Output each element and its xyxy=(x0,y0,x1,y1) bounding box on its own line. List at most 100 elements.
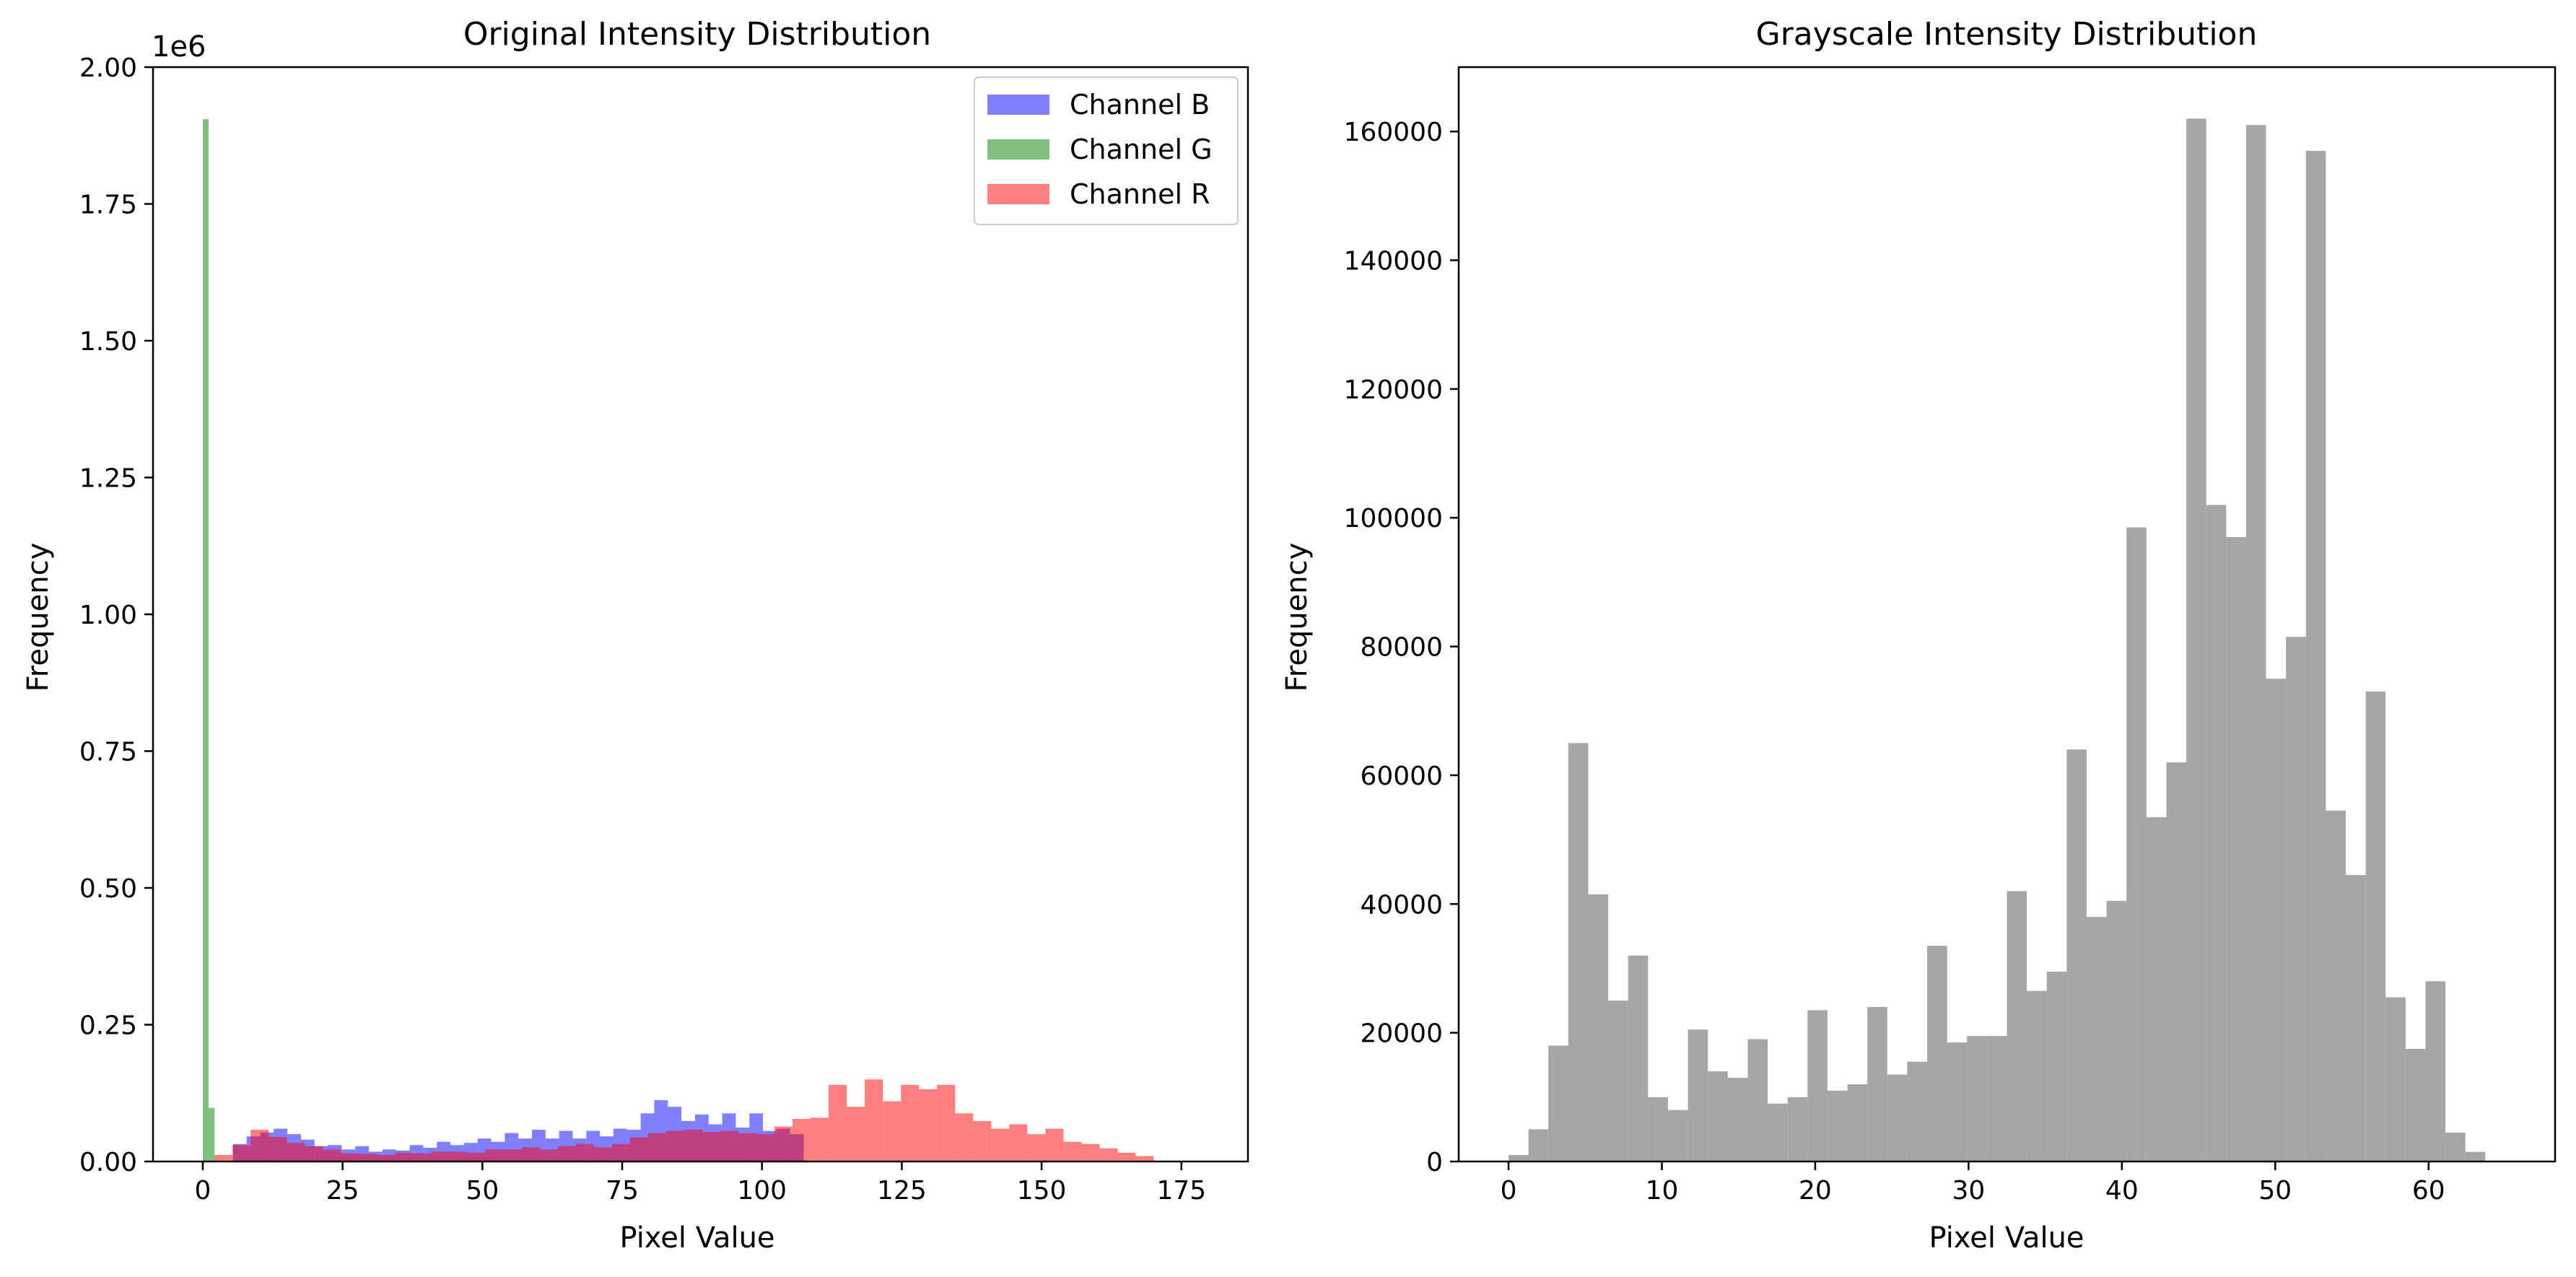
grayscale-bar xyxy=(1887,1074,1908,1161)
channel-g-bar xyxy=(209,1107,215,1161)
grayscale-bar xyxy=(1907,1061,1928,1161)
channel-r-bar xyxy=(305,1146,323,1161)
grayscale-bar xyxy=(1688,1029,1708,1161)
channel-r-bar xyxy=(287,1143,305,1161)
grayscale-bar xyxy=(2066,749,2087,1161)
grayscale-bar xyxy=(2405,1048,2426,1161)
grayscale-bar xyxy=(1528,1129,1549,1161)
original-y-tick-label: 0.00 xyxy=(79,1148,137,1177)
grayscale-chart-title: Grayscale Intensity Distribution xyxy=(1756,16,2258,53)
channel-r-bar xyxy=(359,1154,377,1161)
original-y-tick-label: 0.25 xyxy=(79,1011,137,1041)
grayscale-x-tick-label: 10 xyxy=(1646,1176,1679,1206)
grayscale-bar xyxy=(1986,1036,2007,1161)
grayscale-bar xyxy=(2206,505,2227,1161)
channel-r-bar xyxy=(1117,1152,1136,1161)
grayscale-y-tick-label: 100000 xyxy=(1344,504,1443,533)
grayscale-bar xyxy=(2305,150,2326,1161)
channel-r-bar xyxy=(1135,1156,1154,1161)
grayscale-histogram-panel: 0 10 20 30 40 50 60 0 20000 40000 60000 80000 100000… xyxy=(1280,16,2557,1255)
original-x-tick-label: 175 xyxy=(1156,1176,1206,1206)
original-y-offset-label: 1e6 xyxy=(152,30,206,64)
channel-r-bar xyxy=(467,1152,486,1161)
original-x-axis-label: Pixel Value xyxy=(619,1221,774,1255)
grayscale-y-tick-label: 20000 xyxy=(1360,1019,1443,1049)
grayscale-bar xyxy=(2007,891,2027,1161)
grayscale-bar xyxy=(1648,1097,1668,1161)
channel-r-bar xyxy=(829,1084,847,1161)
grayscale-y-tick-label: 60000 xyxy=(1360,762,1443,791)
channel-r-bar xyxy=(684,1130,702,1161)
channel-r-bar xyxy=(955,1113,974,1161)
channel-r-bar xyxy=(738,1133,756,1161)
grayscale-bar xyxy=(2046,971,2067,1161)
channel-r-bar xyxy=(811,1117,829,1161)
grayscale-x-tick-label: 20 xyxy=(1799,1176,1832,1206)
grayscale-bar xyxy=(1867,1006,1887,1161)
channel-r-bar xyxy=(665,1130,684,1161)
original-x-tick-label: 0 xyxy=(195,1176,211,1206)
grayscale-bar xyxy=(2186,118,2206,1161)
channel-r-bar xyxy=(774,1126,793,1161)
channel-r-bar xyxy=(1099,1148,1118,1161)
channel-r-bar xyxy=(847,1107,865,1161)
grayscale-y-tick-label: 80000 xyxy=(1360,633,1443,663)
legend-swatch xyxy=(987,139,1049,160)
channel-r-bar xyxy=(937,1084,956,1161)
channel-r-bar xyxy=(756,1134,775,1161)
channel-r-bar xyxy=(1027,1134,1046,1161)
grayscale-bar xyxy=(2086,917,2107,1161)
original-y-tick-label: 1.25 xyxy=(79,464,137,494)
grayscale-bar xyxy=(1628,955,1649,1161)
grayscale-bar xyxy=(1548,1045,1568,1161)
channel-r-bar xyxy=(214,1154,233,1161)
grayscale-bar xyxy=(2106,900,2127,1161)
grayscale-bar xyxy=(1588,894,1609,1161)
legend-label: Channel B xyxy=(1070,89,1210,121)
channel-r-bar xyxy=(593,1147,612,1161)
channel-r-bar xyxy=(793,1118,811,1161)
grayscale-bar xyxy=(1967,1036,1987,1161)
grayscale-bar xyxy=(2146,816,2167,1161)
channel-r-bar xyxy=(702,1132,720,1161)
original-y-axis-label: Frequency xyxy=(22,543,55,692)
original-axes-frame xyxy=(152,66,1249,1163)
channel-r-bar xyxy=(395,1152,414,1161)
grayscale-bar xyxy=(2425,981,2446,1161)
grayscale-x-tick-label: 30 xyxy=(1952,1176,1985,1206)
channel-r-bar xyxy=(1045,1128,1064,1161)
grayscale-bar xyxy=(2226,536,2246,1161)
original-bars-layer xyxy=(202,119,1154,1161)
channel-r-bar xyxy=(268,1136,287,1161)
grayscale-bar xyxy=(1787,1097,1808,1161)
channel-r-bar xyxy=(1009,1124,1028,1161)
channel-r-bar xyxy=(919,1089,938,1161)
grayscale-y-tick-label: 160000 xyxy=(1344,118,1443,147)
original-y-tick-label: 2.00 xyxy=(79,53,137,83)
grayscale-y-tick-label: 0 xyxy=(1426,1148,1443,1177)
grayscale-bar xyxy=(2445,1132,2466,1161)
grayscale-bar xyxy=(2245,125,2266,1162)
grayscale-bar xyxy=(1807,1010,1828,1161)
original-x-tick-label: 50 xyxy=(466,1176,499,1206)
grayscale-x-tick-label: 0 xyxy=(1501,1176,1517,1206)
grayscale-x-tick-label: 50 xyxy=(2258,1176,2292,1206)
grayscale-bar xyxy=(2346,875,2366,1161)
original-x-tick-label: 125 xyxy=(877,1176,927,1206)
grayscale-bar xyxy=(2166,762,2187,1161)
grayscale-bar xyxy=(1568,743,1589,1161)
grayscale-bar xyxy=(2365,692,2386,1161)
grayscale-y-axis-label: Frequency xyxy=(1280,543,1314,692)
channel-r-bar xyxy=(539,1149,558,1161)
grayscale-bar xyxy=(2465,1151,2486,1161)
channel-r-bar xyxy=(720,1130,738,1161)
channel-r-bar xyxy=(485,1149,504,1161)
channel-r-bar xyxy=(521,1147,540,1161)
grayscale-bar xyxy=(2266,679,2287,1161)
grayscale-bar xyxy=(2286,637,2306,1161)
grayscale-bar xyxy=(1708,1071,1728,1161)
channel-r-bar xyxy=(973,1120,992,1161)
original-x-tick-label: 25 xyxy=(326,1176,359,1206)
grayscale-y-tick-label: 140000 xyxy=(1344,247,1443,276)
